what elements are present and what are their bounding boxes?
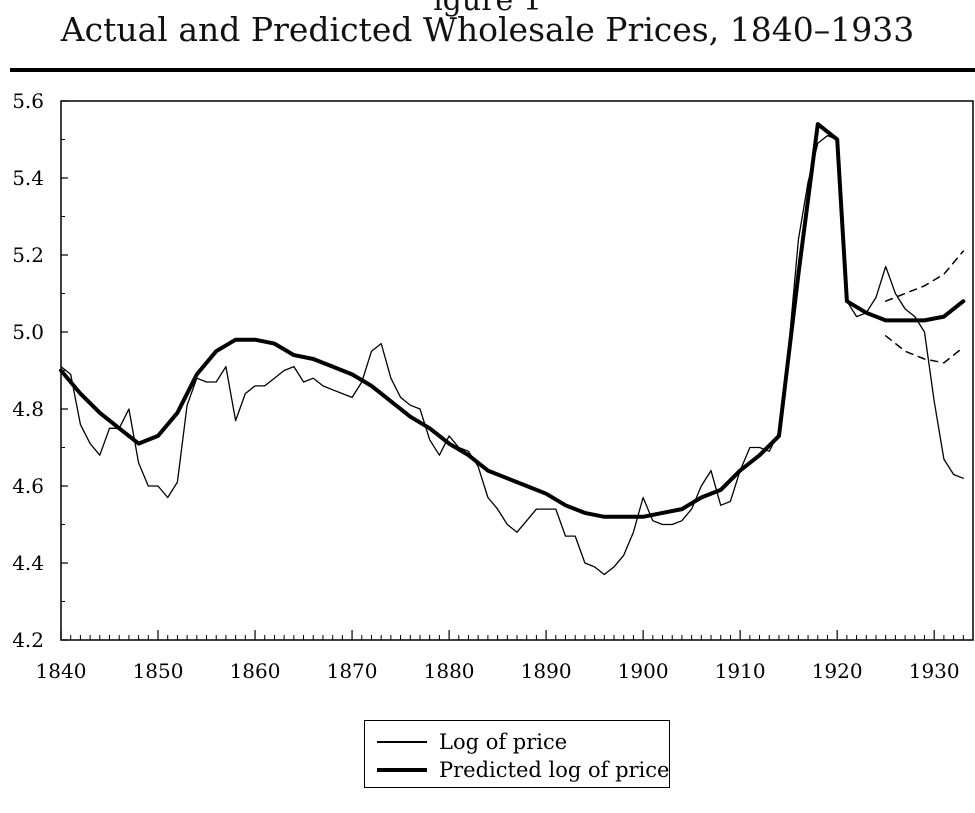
series-line-upper-band — [884, 250, 965, 302]
x-tick-label: 1920 — [812, 659, 863, 683]
title-rule — [10, 68, 975, 72]
chart-title: Actual and Predicted Wholesale Prices, 1… — [60, 10, 915, 49]
x-tick-label: 1850 — [133, 659, 184, 683]
y-tick-label: 4.4 — [12, 551, 44, 575]
x-tick-label: 1890 — [521, 659, 572, 683]
figure-label-partial: igure 1 — [433, 0, 542, 18]
legend-label-predicted: Predicted log of price — [439, 758, 670, 782]
y-tick-label: 5.6 — [12, 89, 44, 113]
y-tick-label: 4.2 — [12, 628, 44, 652]
x-tick-label: 1930 — [909, 659, 960, 683]
y-tick-label: 5.2 — [12, 243, 44, 267]
y-tick-label: 4.8 — [12, 397, 44, 421]
x-tick-label: 1910 — [715, 659, 766, 683]
y-tick-label: 5.4 — [12, 166, 44, 190]
legend-item-log-price: Log of price — [377, 727, 567, 757]
series-line-lower-band — [884, 335, 965, 364]
series-line-log-of-price — [60, 134, 964, 576]
x-tick-label: 1840 — [36, 659, 87, 683]
x-tick-label: 1860 — [230, 659, 281, 683]
y-tick-label: 5.0 — [12, 320, 44, 344]
x-tick-label: 1900 — [618, 659, 669, 683]
y-tick-label: 4.6 — [12, 474, 44, 498]
legend-item-predicted: Predicted log of price — [377, 755, 669, 785]
legend-label-log-price: Log of price — [439, 730, 568, 754]
x-tick-label: 1880 — [424, 659, 475, 683]
legend: Log of price Predicted log of price — [364, 720, 670, 788]
series-line-predicted-log-of-price — [59, 122, 966, 519]
x-tick-label: 1870 — [327, 659, 378, 683]
legend-swatch-thick — [377, 768, 427, 772]
legend-swatch-thin — [377, 741, 427, 743]
chart-svg: 1840 1850 1860 1870 1880 1890 1900 1910 1920 1930… — [12, 89, 974, 683]
